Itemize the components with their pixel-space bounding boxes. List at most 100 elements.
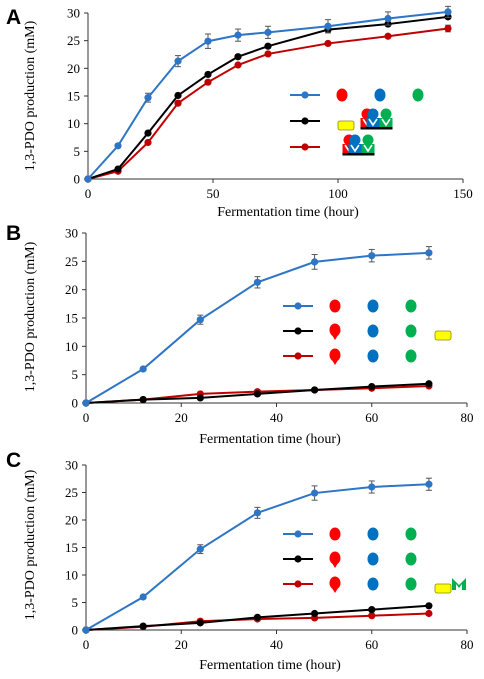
panel-a-axes: 0 5 10 15 20 25 30 0 50 100 150 [67, 6, 473, 202]
panel-b-legend-circle-green [405, 299, 417, 313]
panel-a-data-point [384, 32, 392, 40]
panel-c-data-point [311, 609, 319, 618]
panel-a-legend [290, 88, 424, 156]
panel-c-y-tick-label: 30 [65, 458, 78, 473]
panel-a-letter: A [6, 6, 21, 29]
panel-b-data-point [196, 316, 204, 324]
panel-b-legend-notch [332, 360, 338, 365]
panel-c-y-tick-label: 25 [65, 485, 78, 500]
panel-c-legend-marker [294, 580, 302, 588]
panel-b-series [82, 246, 433, 407]
panel-a-series-0-line [87, 10, 449, 180]
panel-b-legend-circle-green [405, 349, 417, 363]
panel-b-data-point [82, 399, 90, 407]
panel-a-data-point [174, 99, 182, 107]
panel-c-data-point [253, 509, 262, 517]
panel-b-x-tick-label: 20 [175, 410, 188, 425]
panel-a-data-point [444, 8, 452, 16]
panel-b-data-point [253, 278, 262, 286]
panel-a-legend-row-2 [290, 134, 375, 156]
panel-a-y-tick-label: 20 [67, 61, 80, 76]
panel-a-x-tick-label: 0 [85, 186, 92, 201]
panel-c-data-point [368, 483, 376, 491]
panel-a-series-2-line [87, 27, 449, 180]
panel-a-legend-linked-green-mutant-head [380, 108, 392, 120]
panel-c-legend-circle-red-notched [329, 551, 341, 565]
panel-a-data-point [234, 53, 242, 61]
panel-a-data-point [144, 94, 152, 102]
panel-c-data-point [196, 619, 204, 627]
panel-b-legend-circle-blue [367, 324, 379, 338]
panel-b-y-tick-label: 15 [65, 311, 78, 326]
panel-b-data-point [311, 258, 319, 266]
panel-a-legend-linked-blue-mutant-mark [368, 118, 378, 127]
panel-c-data-point [139, 593, 147, 601]
panel-b-legend-circle-blue [367, 349, 379, 363]
panel-c-x-tick-label: 20 [175, 637, 188, 652]
panel-b: B 0 5 10 15 20 25 30 0 20 40 60 80 Fermentation tim… [6, 222, 474, 447]
panel-c-legend-notch [332, 563, 338, 568]
panel-c-legend-green-anchor [452, 578, 466, 590]
panel-a-data-point [204, 37, 212, 45]
panel-a-legend-marker [301, 143, 309, 151]
panel-b-data-point [139, 365, 147, 373]
panel-a-x-tick-label: 50 [207, 186, 220, 201]
panel-b-data-point [425, 380, 433, 388]
panel-a-data-point [144, 138, 152, 147]
panel-b-y-tick-label: 5 [72, 367, 79, 382]
panel-b-data-point [253, 390, 262, 398]
panel-b-legend [283, 299, 452, 365]
panel-c-legend-circle-green [405, 552, 417, 566]
panel-a-x-tick-label: 150 [453, 186, 473, 201]
panel-a-legend-circle-red [336, 88, 348, 102]
panel-b-data-point [368, 252, 376, 260]
panel-c-series-0 [82, 477, 433, 634]
panel-b-ylabel: 1,3-PDO production (mM) [23, 241, 38, 392]
panel-a-series-0 [84, 5, 452, 183]
panel-b-y-tick-label: 20 [65, 282, 78, 297]
panel-a-data-point [204, 70, 212, 79]
panel-a-data-point [114, 165, 122, 173]
panel-b-data-point [139, 396, 147, 404]
panel-c-data-point [196, 545, 204, 553]
panel-c-legend-yellow-tag [434, 583, 452, 594]
panel-c-y-tick-label: 20 [65, 513, 78, 528]
panel-a-legend-linked-blue-mutant-linker [366, 127, 380, 130]
panel-a-legend-linked-green-mutant-body [379, 118, 393, 129]
panel-a-data-point [174, 57, 182, 65]
panel-a-legend-linked-blue-mutant-head [349, 134, 361, 146]
panel-a-data-point [264, 42, 272, 50]
panel-c-legend-row-1 [283, 551, 417, 568]
panel-b-legend-marker [294, 327, 302, 335]
panel-a-series-1-line [87, 15, 449, 180]
panel-a-legend-linked-blue-mutant-body [366, 118, 380, 129]
panel-b-legend-yellow-tag [434, 330, 452, 341]
panel-a-legend-linked-blue-mutant-linker [348, 153, 362, 156]
panel-a-legend-linked-blue-mutant-mark [350, 144, 360, 153]
panel-b-data-point [196, 394, 204, 402]
panel-a-legend-marker [301, 117, 309, 125]
panel-c-legend-circle-blue [367, 527, 379, 541]
panel-c-legend [283, 527, 466, 594]
panel-a-data-point [84, 175, 92, 183]
panel-c-xlabel: Fermentation time (hour) [199, 658, 341, 673]
panel-a-data-point [234, 31, 242, 39]
panel-c-legend-notch [332, 588, 338, 593]
panel-c-legend-circle-green [405, 527, 417, 541]
panel-a-y-tick-label: 30 [67, 6, 80, 21]
panel-b-legend-circle-red-notched [329, 348, 341, 362]
panel-a-legend-linked-green-mutant-mark [363, 144, 373, 153]
panel-a-data-point [144, 129, 152, 137]
panel-c-data-point [253, 613, 262, 621]
panel-b-legend-row-0 [283, 299, 417, 313]
panel-a-legend-row-0 [290, 88, 424, 102]
panel-b-series-0 [82, 246, 433, 407]
panel-b-legend-circle-red-notched [329, 323, 341, 337]
panel-a-y-tick-label: 15 [67, 89, 80, 104]
panel-c-x-tick-label: 80 [461, 637, 474, 652]
panel-a-legend-yellow-tag [337, 120, 355, 131]
panel-b-y-tick-label: 10 [65, 339, 78, 354]
panel-c-legend-circle-green [405, 577, 417, 591]
panel-b-legend-marker [294, 352, 302, 360]
panel-a-xlabel: Fermentation time (hour) [217, 205, 359, 220]
